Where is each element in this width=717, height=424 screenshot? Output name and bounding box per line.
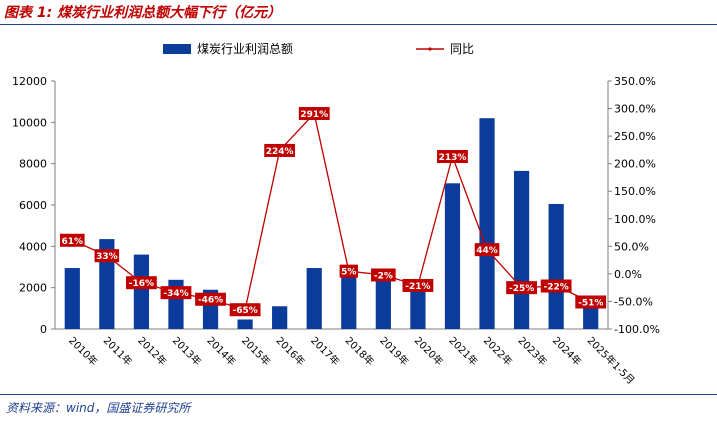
bar-2023年 <box>513 170 530 329</box>
bar-2017年 <box>306 268 322 329</box>
yoy-data-label: 5% <box>341 268 356 278</box>
bar-2018年 <box>341 268 357 329</box>
legend-line-marker <box>428 47 432 51</box>
x-tick-label: 2015年 <box>239 334 273 368</box>
figure-title: 图表 1: 煤炭行业利润总额大幅下行（亿元） <box>4 5 282 21</box>
yoy-label-box <box>264 143 296 157</box>
yoy-data-label: -65% <box>232 306 257 316</box>
x-tick-label: 2010年 <box>66 334 100 368</box>
title-bar <box>0 0 717 25</box>
right-tick-label: 100.0% <box>614 213 656 226</box>
yoy-data-label: 224% <box>266 147 294 157</box>
yoy-label-box <box>59 233 85 247</box>
bar-2016年 <box>272 306 288 329</box>
right-tick-label: 350.0% <box>614 75 656 88</box>
x-tick-label: 2021年 <box>446 334 480 368</box>
yoy-data-label: -34% <box>163 289 188 299</box>
yoy-data-label: -25% <box>509 284 534 294</box>
yoy-data-label: 213% <box>439 153 467 163</box>
right-tick-label: 250.0% <box>614 130 656 143</box>
yoy-label-box <box>298 107 330 121</box>
left-tick-label: 6000 <box>19 199 47 212</box>
yoy-label-box <box>195 292 226 306</box>
x-tick-label: 2014年 <box>204 334 238 368</box>
yoy-label-box <box>371 268 396 282</box>
right-tick-label: 200.0% <box>614 158 656 171</box>
x-tick-label: 2012年 <box>135 334 169 368</box>
legend-line-label: 同比 <box>450 42 474 56</box>
yoy-label-box <box>339 264 358 278</box>
yoy-label-box <box>474 243 500 257</box>
yoy-data-label: -21% <box>405 282 430 292</box>
x-tick-label: 2019年 <box>377 334 411 368</box>
bar-2021年 <box>444 183 461 329</box>
bar-2024年 <box>548 203 564 329</box>
bar-2010年 <box>64 268 80 329</box>
yoy-label-box <box>229 303 261 317</box>
bar-2022年 <box>479 118 495 329</box>
x-tick-label: 2011年 <box>101 334 135 368</box>
yoy-data-label: -51% <box>578 298 603 308</box>
right-tick-label: 150.0% <box>614 185 656 198</box>
bar-2019年 <box>375 270 391 329</box>
source-divider <box>0 394 717 395</box>
yoy-data-label: -16% <box>129 279 154 289</box>
yoy-data-label: -46% <box>198 296 223 306</box>
yoy-data-label: -2% <box>374 271 393 281</box>
right-tick-label: 50.0% <box>614 240 649 253</box>
right-tick-label: 300.0% <box>614 103 656 116</box>
bar-2015年 <box>237 319 253 329</box>
yoy-data-label: -22% <box>544 283 569 293</box>
x-tick-label: 2013年 <box>170 334 204 368</box>
right-tick-label: 0.0% <box>614 268 642 281</box>
yoy-data-label: 61% <box>62 237 84 247</box>
yoy-label-box <box>402 278 434 292</box>
left-tick-label: 4000 <box>19 240 47 253</box>
yoy-label-box <box>506 281 537 295</box>
bar-2012年 <box>133 254 150 329</box>
x-tick-label: 2023年 <box>515 334 549 368</box>
x-tick-label: 2025年1-5月 <box>585 334 638 387</box>
yoy-data-label: 291% <box>300 110 328 120</box>
yoy-label-box <box>437 150 468 164</box>
yoy-data-label: 33% <box>96 252 118 262</box>
yoy-line <box>72 112 591 311</box>
x-tick-label: 2016年 <box>274 334 308 368</box>
right-tick-label: -100.0% <box>614 323 660 336</box>
bar-2020年 <box>410 283 426 329</box>
left-tick-label: 12000 <box>12 75 47 88</box>
x-tick-label: 2020年 <box>412 334 446 368</box>
yoy-label-box <box>126 276 157 290</box>
x-tick-label: 2017年 <box>308 334 342 368</box>
yoy-label-box <box>94 249 120 263</box>
x-tick-label: 2024年 <box>550 334 584 368</box>
legend-bar-label: 煤炭行业利润总额 <box>197 42 293 56</box>
yoy-data-label: 44% <box>476 246 498 256</box>
x-tick-label: 2022年 <box>481 334 515 368</box>
left-tick-label: 10000 <box>12 116 47 129</box>
yoy-label-box <box>540 279 572 293</box>
yoy-label-box <box>575 295 607 309</box>
yoy-label-box <box>160 286 192 300</box>
legend-bar-swatch <box>163 44 191 54</box>
right-tick-label: -50.0% <box>614 295 653 308</box>
left-tick-label: 0 <box>40 323 47 336</box>
left-tick-label: 2000 <box>19 282 47 295</box>
x-tick-label: 2018年 <box>343 334 377 368</box>
left-tick-label: 8000 <box>19 158 47 171</box>
figure-source: 资料来源：wind，国盛证券研究所 <box>6 401 191 415</box>
